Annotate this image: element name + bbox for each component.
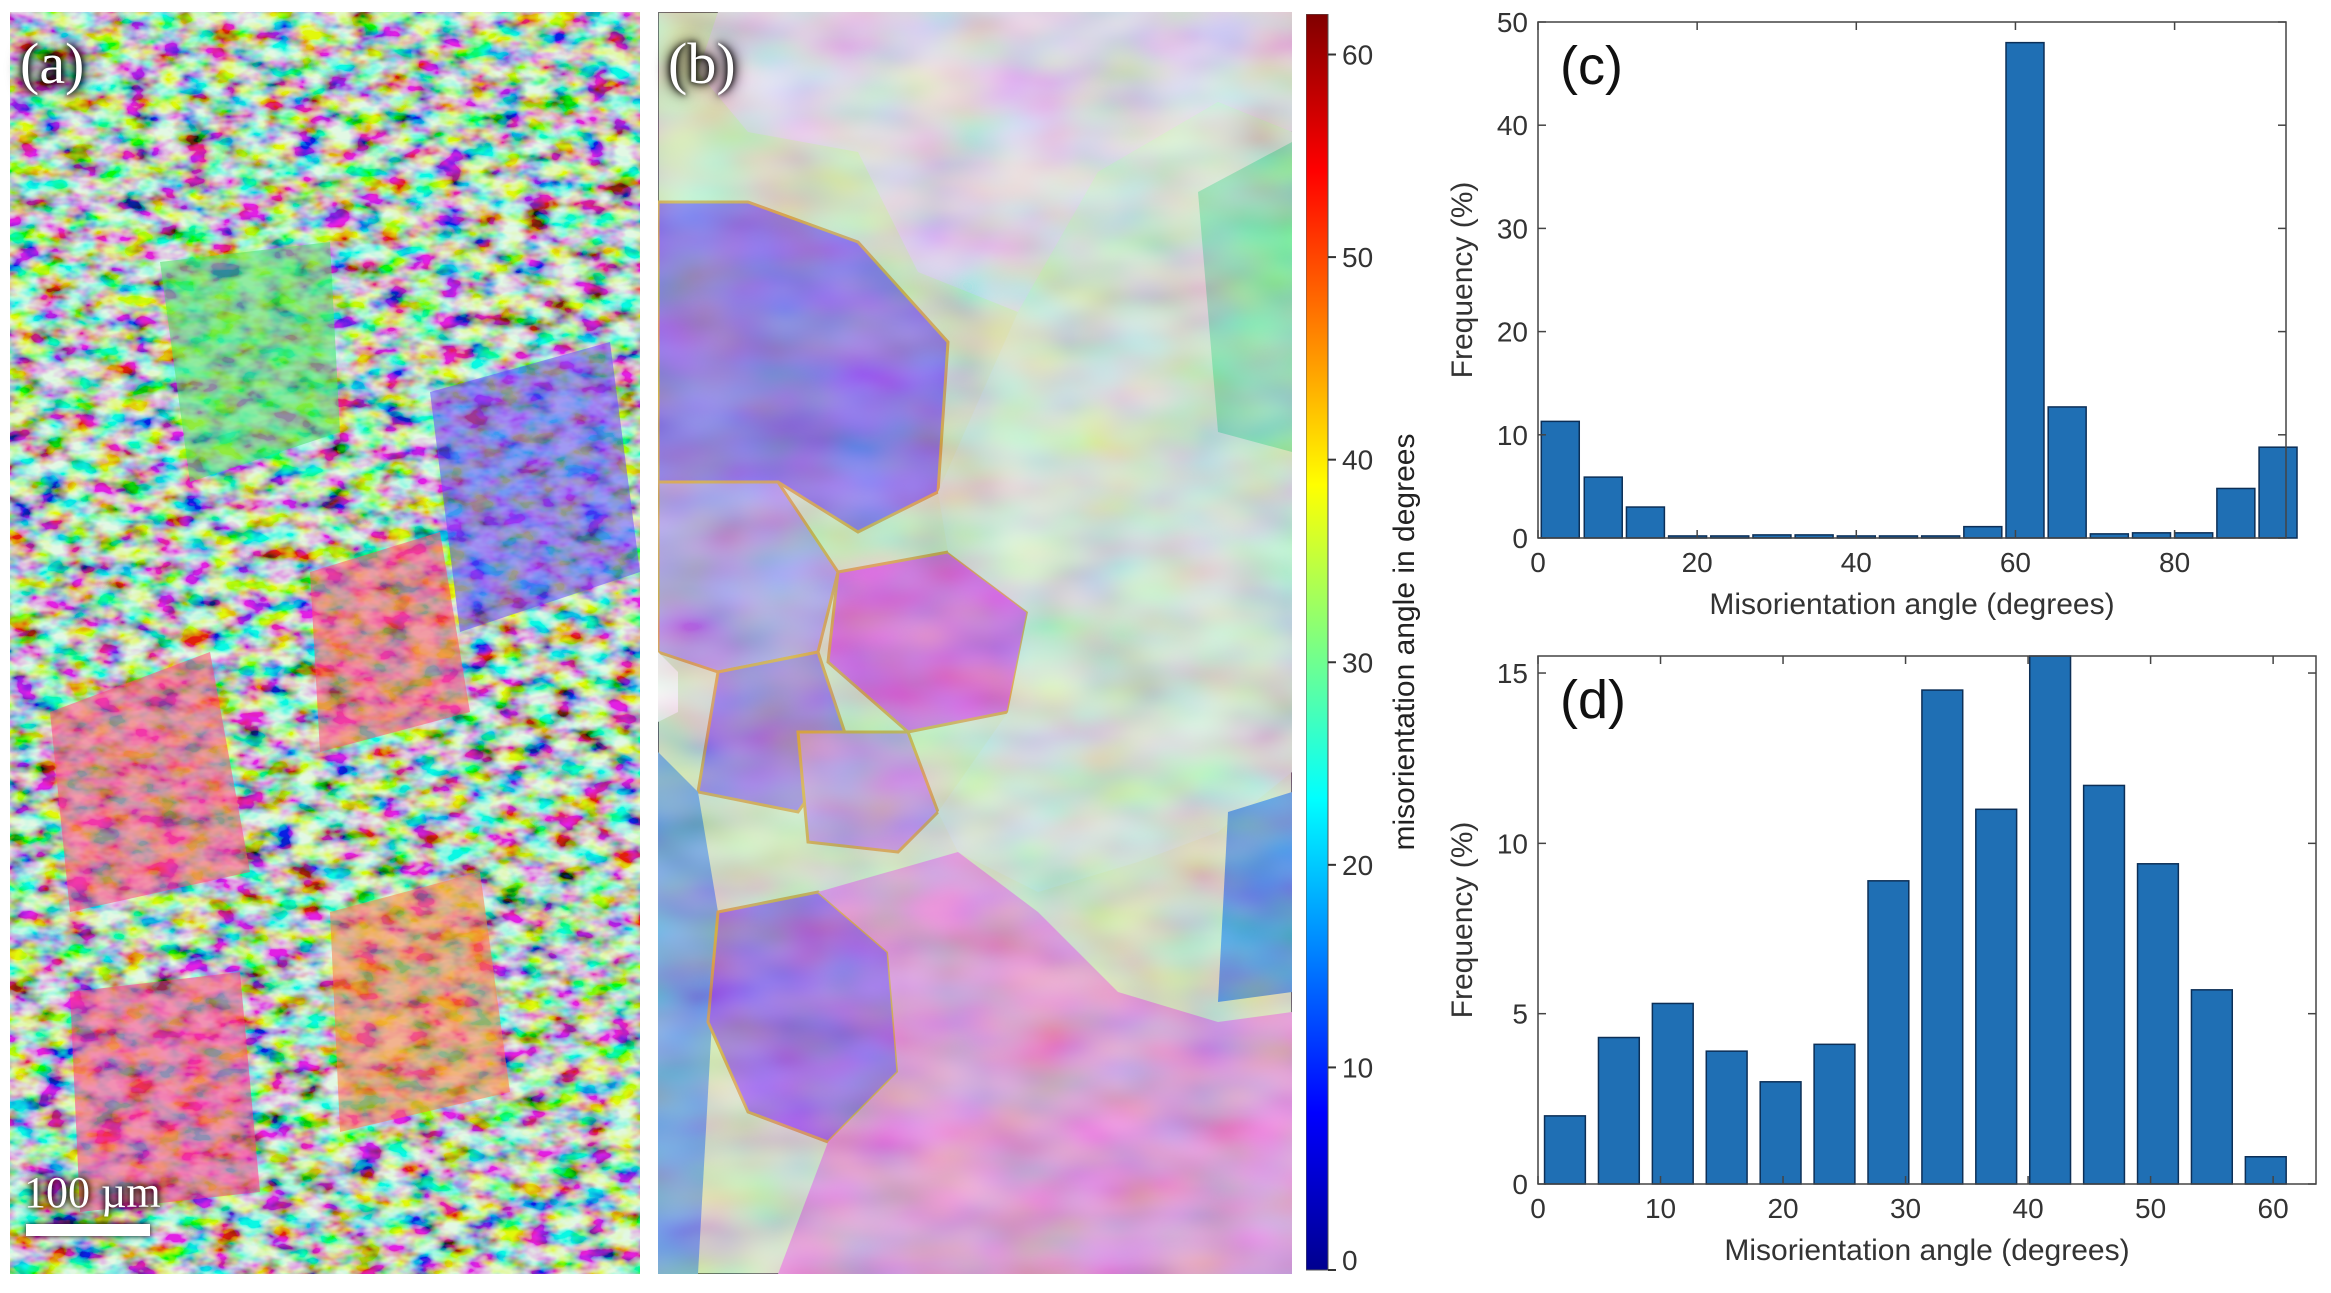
colorbar-tick-label: 40: [1342, 445, 1373, 476]
histogram-c: 0 20 40 60 80 0 10 20 30 40 50 (c) Misorientation …: [1446, 7, 2330, 643]
x-tick-label: 40: [1841, 547, 1872, 578]
y-tick-label: 50: [1497, 8, 1528, 38]
histogram-bar: [1625, 506, 1666, 539]
x-tick-label: 50: [2135, 1193, 2166, 1224]
panel-label-c: (c): [1560, 36, 1623, 96]
colorbar-tick-label: 10: [1342, 1052, 1373, 1083]
histogram-bar: [2173, 532, 2214, 539]
x-tick-label: 30: [1890, 1193, 1921, 1224]
histogram-bar: [2244, 1155, 2287, 1185]
colorbar-label: misorientation angle in degrees: [1388, 434, 1421, 851]
x-tick-label: 0: [1530, 547, 1546, 578]
y-tick-label: 40: [1497, 110, 1528, 141]
plot-frame: [1537, 21, 2287, 539]
y-tick-label: 20: [1497, 317, 1528, 348]
colorbar-tick-label: 50: [1342, 242, 1373, 273]
y-tick-label: 10: [1497, 828, 1528, 859]
colorbar-tick-label: 20: [1342, 850, 1373, 881]
x-tick-label: 20: [1682, 547, 1713, 578]
histogram-bar: [2216, 487, 2256, 539]
ebsd-map-a-image: [10, 12, 640, 1274]
histogram-d: 0 10 20 30 40 50 60 0 5 10 15 (d) Misorientation a…: [1446, 648, 2330, 1288]
histogram-bar: [1963, 525, 2003, 539]
x-axis-label-c: Misorientation angle (degrees): [1709, 588, 2114, 621]
y-tick-label: 10: [1497, 420, 1528, 451]
histogram-bar: [2082, 784, 2126, 1185]
y-tick-label: 30: [1497, 213, 1528, 244]
colorbar-gradient: [1305, 13, 1329, 1271]
y-tick-label: 0: [1512, 1169, 1528, 1200]
ebsd-map-b: (b): [656, 11, 1293, 1275]
panel-label-d: (d): [1560, 670, 1626, 730]
y-tick-label: 5: [1512, 999, 1528, 1030]
histogram-bar: [1867, 880, 1910, 1185]
scale-bar-label: 100 µm: [24, 1168, 161, 1217]
histogram-c-svg: 0 20 40 60 80 0 10 20 30 40 50 (c) Misorientation …: [1446, 7, 2298, 621]
histogram-bar: [1651, 1002, 1694, 1185]
x-axis-label-d: Misorientation angle (degrees): [1724, 1234, 2129, 1267]
colorbar-tick-label: 30: [1342, 647, 1373, 678]
histogram-bar: [1813, 1043, 1856, 1185]
y-axis-label-d: Frequency (%): [1450, 822, 1479, 1019]
x-tick-label: 60: [2000, 547, 2031, 578]
histogram-bar: [2131, 532, 2172, 539]
ebsd-map-a: (a) 100 µm: [10, 12, 640, 1274]
histogram-bar: [2047, 406, 2087, 539]
histogram-d-svg: 0 10 20 30 40 50 60 0 5 10 15 (d) Misorientation a…: [1446, 655, 2317, 1267]
histogram-bar: [2258, 446, 2298, 539]
histogram-bar: [1705, 1050, 1748, 1185]
histogram-bar: [1540, 420, 1581, 539]
x-tick-label: 20: [1767, 1193, 1798, 1224]
scale-bar: [26, 1224, 150, 1236]
histogram-bar: [2190, 989, 2234, 1185]
histogram-bar: [1597, 1036, 1641, 1185]
x-tick-label: 40: [2013, 1193, 2044, 1224]
x-tick-label: 0: [1530, 1193, 1546, 1224]
x-tick-label: 80: [2159, 547, 2190, 578]
x-tick-label: 10: [1645, 1193, 1676, 1224]
histogram-bar: [2005, 41, 2045, 539]
misorientation-colorbar: 0 10 20 30 40 50 60 misorientation angle in de…: [1305, 13, 1456, 1276]
y-tick-label: 0: [1512, 523, 1528, 554]
x-tick-label: 60: [2258, 1193, 2289, 1224]
colorbar-tick-label: 0: [1342, 1245, 1358, 1276]
histogram-bar: [1921, 689, 1964, 1185]
panel-label-b: (b): [668, 31, 736, 96]
histogram-bar: [2028, 655, 2072, 1185]
plot-frame: [1537, 655, 2317, 1185]
histogram-bar: [1759, 1081, 1802, 1185]
y-tick-label: 15: [1497, 658, 1528, 689]
colorbar-tick-label: 60: [1342, 40, 1373, 71]
histogram-bar: [2136, 863, 2180, 1185]
histogram-bar: [1975, 808, 2018, 1185]
histogram-bar: [1543, 1115, 1587, 1185]
y-axis-label-c: Frequency (%): [1450, 182, 1479, 379]
ebsd-map-b-image: [656, 11, 1293, 1275]
histogram-bar: [1583, 476, 1623, 539]
panel-label-a: (a): [20, 31, 85, 96]
